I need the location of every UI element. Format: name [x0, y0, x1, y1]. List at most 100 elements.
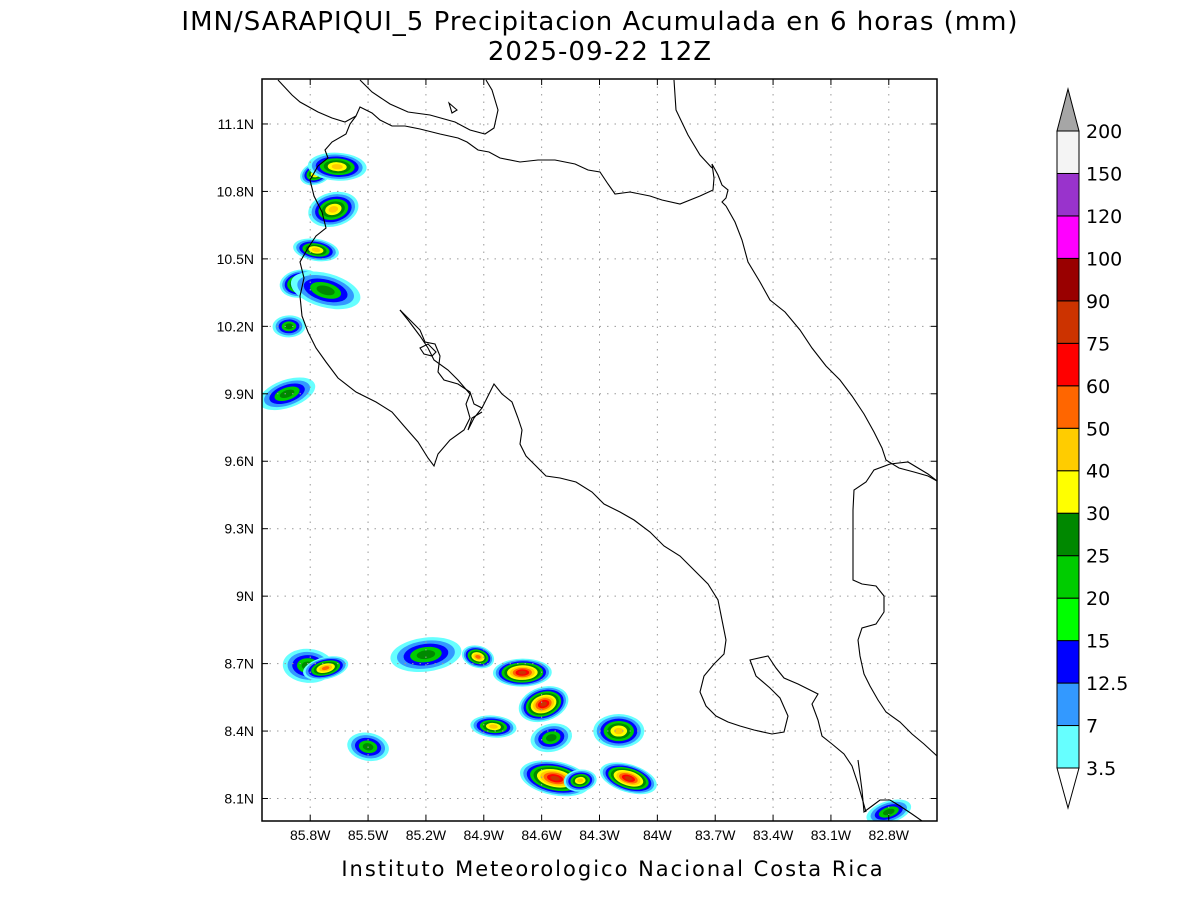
colorbar-bin: [1056, 130, 1080, 174]
colorbar-bin: [1056, 725, 1080, 769]
map-subtitle: 2025-09-22 12Z: [488, 37, 712, 67]
colorbar-bin: [1056, 257, 1080, 302]
x-tick-label: 84.6W: [521, 827, 562, 843]
y-tick-label: 11.1N: [218, 116, 254, 132]
precip-contour: [311, 247, 321, 253]
precip-contour: [331, 164, 343, 170]
precip-cell: [272, 315, 306, 338]
colorbar-label: 200: [1086, 121, 1122, 143]
nicaragua-border: [277, 79, 729, 207]
precip-cell: [461, 645, 495, 669]
x-tick-label: 83.1W: [811, 827, 852, 843]
precip-cell: [302, 656, 349, 681]
y-axis: 8.1N 8.4N 8.7N 9N 9.3N 9.6N 9.9N 10.2N 10.5N 10.8…: [217, 116, 937, 807]
colorbar-label: 120: [1086, 206, 1122, 228]
plot-background: [262, 79, 937, 821]
precip-cell: [293, 238, 339, 262]
y-tick-label: 9.6N: [224, 453, 254, 469]
colorbar-high-arrow: [1056, 87, 1080, 132]
x-tick-label: 83.4W: [753, 827, 794, 843]
precip-cell: [390, 637, 462, 673]
precip-cell: [290, 271, 361, 310]
colorbar-bin: [1056, 342, 1080, 387]
precip-cell: [593, 714, 645, 749]
colorbar-bin: [1056, 300, 1080, 344]
y-tick-label: 10.2N: [217, 318, 254, 334]
lake-island: [447, 101, 458, 114]
y-tick-label: 10.5N: [217, 251, 254, 267]
plot-area: [261, 78, 938, 822]
colorbar-label: 12.5: [1086, 673, 1128, 695]
x-axis: 85.8W 85.5W 85.2W 84.9W 84.6W 84.3W 84W 83.7W 83…: [290, 79, 910, 843]
precipitation-layer: [262, 152, 912, 821]
precip-contour: [489, 724, 498, 729]
precip-contour: [321, 666, 330, 671]
colorbar-bin: [1056, 215, 1080, 259]
colorbar-label: 7: [1086, 716, 1098, 738]
y-tick-label: 8.4N: [224, 723, 254, 739]
colorbar-bin: [1056, 682, 1080, 727]
y-tick-label: 9N: [236, 588, 254, 604]
precip-cell: [530, 723, 573, 753]
colorbar-label: 3.5: [1086, 758, 1116, 780]
x-tick-label: 84.3W: [579, 827, 620, 843]
colorbar-label: 60: [1086, 376, 1110, 398]
colorbar-label: 40: [1086, 461, 1110, 483]
y-tick-label: 9.3N: [224, 521, 254, 537]
colorbar-label: 50: [1086, 418, 1110, 440]
precip-cell: [307, 152, 367, 181]
gulf-of-nicoya: [399, 309, 483, 431]
colorbar-bin: [1056, 172, 1080, 217]
precip-contour: [545, 734, 557, 742]
nicoya-island: [419, 343, 437, 357]
colorbar-label: 20: [1086, 588, 1110, 610]
x-tick-label: 82.8W: [869, 827, 910, 843]
precip-contour: [624, 776, 633, 781]
precip-cell: [518, 686, 569, 723]
colorbar-label: 15: [1086, 631, 1110, 653]
colorbar-bin: [1056, 555, 1080, 599]
y-tick-label: 8.7N: [224, 656, 254, 672]
precip-cell: [563, 769, 597, 792]
y-tick-label: 9.9N: [224, 386, 254, 402]
colorbar-label: 30: [1086, 503, 1110, 525]
coastline-layer: [277, 79, 937, 821]
precip-cell: [262, 377, 316, 411]
precip-contour: [316, 285, 335, 296]
caribbean-coast: [673, 79, 937, 482]
colorbar-bin: [1056, 427, 1080, 472]
burica-peninsula: [857, 759, 923, 821]
colorbar-low-arrow: [1056, 767, 1080, 810]
x-tick-label: 85.8W: [290, 827, 331, 843]
colorbar-bin: [1056, 470, 1080, 514]
x-tick-label: 85.2W: [406, 827, 447, 843]
x-tick-label: 83.7W: [695, 827, 736, 843]
y-tick-label: 8.1N: [224, 791, 254, 807]
colorbar-bin: [1056, 640, 1080, 684]
x-tick-label: 84W: [643, 827, 673, 843]
colorbar-bin: [1056, 512, 1080, 557]
precip-contour: [475, 654, 481, 659]
panama-border: [852, 461, 937, 757]
map-title: IMN/SARAPIQUI_5 Precipitacion Acumulada …: [181, 7, 1018, 37]
precip-contour: [550, 775, 560, 781]
lake-nicaragua-shore: [359, 79, 499, 135]
precip-contour: [577, 778, 584, 783]
x-tick-label: 84.9W: [464, 827, 505, 843]
colorbar-label: 90: [1086, 291, 1110, 313]
colorbar-bin: [1056, 385, 1080, 429]
pacific-coast-central: [481, 382, 867, 813]
precip-contour: [882, 808, 895, 816]
precip-cell: [600, 762, 657, 795]
precip-contour: [328, 206, 339, 213]
precip-contour: [613, 727, 624, 735]
precip-cell: [308, 191, 359, 228]
precip-contour: [279, 389, 295, 398]
colorbar: 3.5 7 12.5 15 20 25 30 40 50 60 75 90 100 120 150 200: [1056, 87, 1128, 810]
precip-contour: [416, 650, 436, 660]
precip-contour: [284, 323, 294, 330]
precip-cell: [492, 658, 552, 687]
grid-lines: [262, 79, 937, 821]
footer-credit: Instituto Meteorologico Nacional Costa R…: [341, 857, 884, 881]
